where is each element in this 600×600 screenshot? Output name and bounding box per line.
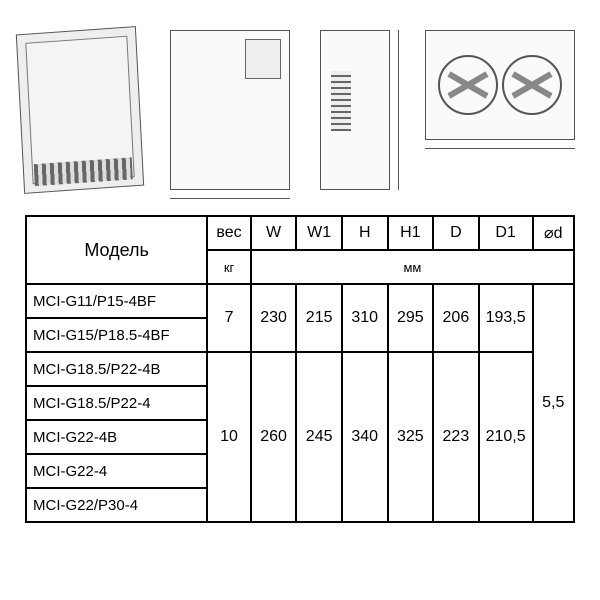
- cell-dd: 5,5: [533, 284, 574, 522]
- fan-icon: [502, 55, 562, 115]
- cell-model: MCI-G18.5/P22-4B: [26, 352, 207, 386]
- header-model: Модель: [26, 216, 207, 284]
- drawing-side-view: [320, 30, 390, 190]
- cell-weight: 7: [207, 284, 251, 352]
- cell-w1: 215: [296, 284, 342, 352]
- table-header-row: Модель вес W W1 H H1 D D1 ⌀d: [26, 216, 574, 250]
- unit-dimensions: мм: [251, 250, 574, 284]
- cell-weight: 10: [207, 352, 251, 522]
- cell-h: 310: [342, 284, 388, 352]
- cell-model: MCI-G22-4B: [26, 420, 207, 454]
- technical-drawings: [20, 20, 580, 200]
- cell-d1: 193,5: [479, 284, 533, 352]
- header-w: W: [251, 216, 297, 250]
- drawing-front-view: [170, 30, 290, 190]
- cell-w1: 245: [296, 352, 342, 522]
- drawing-keypad: [245, 39, 281, 79]
- cell-model: MCI-G22/P30-4: [26, 488, 207, 522]
- cell-model: MCI-G15/P18.5-4BF: [26, 318, 207, 352]
- header-h1: H1: [388, 216, 434, 250]
- cell-w: 260: [251, 352, 297, 522]
- cell-model: MCI-G22-4: [26, 454, 207, 488]
- header-d1: D1: [479, 216, 533, 250]
- cell-d: 206: [433, 284, 479, 352]
- dimension-line: [170, 198, 290, 199]
- header-w1: W1: [296, 216, 342, 250]
- cell-model: MCI-G18.5/P22-4: [26, 386, 207, 420]
- cell-d: 223: [433, 352, 479, 522]
- cell-model: MCI-G11/P15-4BF: [26, 284, 207, 318]
- header-h: H: [342, 216, 388, 250]
- cell-h1: 295: [388, 284, 434, 352]
- cell-d1: 210,5: [479, 352, 533, 522]
- drawing-top-view: [425, 30, 575, 140]
- table-row: MCI-G18.5/P22-4B 10 260 245 340 325 223 …: [26, 352, 574, 386]
- header-d: D: [433, 216, 479, 250]
- fan-icon: [438, 55, 498, 115]
- header-dd: ⌀d: [533, 216, 574, 250]
- drawing-isometric-view: [16, 26, 144, 194]
- drawing-vents: [331, 71, 351, 131]
- cell-h1: 325: [388, 352, 434, 522]
- dimension-line: [425, 148, 575, 149]
- unit-weight: кг: [207, 250, 251, 284]
- dimensions-table: Модель вес W W1 H H1 D D1 ⌀d кг мм MCI-G…: [25, 215, 575, 523]
- header-weight: вес: [207, 216, 251, 250]
- table-row: MCI-G11/P15-4BF 7 230 215 310 295 206 19…: [26, 284, 574, 318]
- cell-h: 340: [342, 352, 388, 522]
- dimension-line: [398, 30, 399, 190]
- cell-w: 230: [251, 284, 297, 352]
